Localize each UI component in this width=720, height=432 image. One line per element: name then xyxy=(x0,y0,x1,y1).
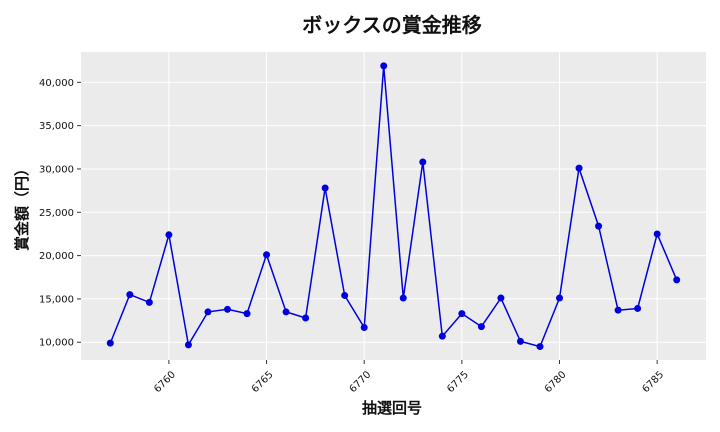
data-point xyxy=(575,164,583,172)
data-point xyxy=(360,324,368,332)
chart-title: ボックスの賞金推移 xyxy=(302,13,481,37)
data-point xyxy=(458,310,466,318)
data-point xyxy=(106,339,114,347)
y-tick-label: 15,000 xyxy=(39,294,74,305)
data-point xyxy=(165,231,173,239)
data-point xyxy=(263,251,271,259)
x-tick-label: 6785 xyxy=(641,369,667,395)
data-point xyxy=(341,291,349,299)
data-point xyxy=(321,184,329,192)
x-tick-label: 6780 xyxy=(543,369,569,395)
y-tick-label: 35,000 xyxy=(39,121,74,132)
data-point xyxy=(614,306,622,314)
data-point xyxy=(223,305,231,313)
data-point xyxy=(282,308,290,316)
y-tick-label: 40,000 xyxy=(39,78,74,89)
x-tick-label: 6775 xyxy=(445,369,471,395)
y-tick-label: 30,000 xyxy=(39,164,74,175)
data-point xyxy=(243,310,251,318)
y-axis-label: 賞金額（円） xyxy=(13,161,31,251)
data-point xyxy=(536,343,544,351)
x-tick-label: 6770 xyxy=(348,369,374,395)
y-tick-label: 20,000 xyxy=(39,251,74,262)
data-point xyxy=(634,304,642,312)
data-point xyxy=(204,308,212,316)
data-point xyxy=(516,337,524,345)
data-point xyxy=(302,314,310,322)
data-points xyxy=(106,62,681,351)
series-line xyxy=(109,65,678,348)
data-point xyxy=(497,294,505,302)
data-point xyxy=(653,230,661,238)
data-point xyxy=(419,158,427,166)
x-tick-label: 6760 xyxy=(152,369,178,395)
plot-area xyxy=(81,52,706,360)
data-point xyxy=(399,294,407,302)
y-tick-label: 10,000 xyxy=(39,338,74,349)
data-point xyxy=(184,341,192,349)
data-point xyxy=(477,323,485,331)
data-point xyxy=(438,332,446,340)
data-point xyxy=(556,294,564,302)
data-point xyxy=(145,298,153,306)
x-axis-label: 抽選回号 xyxy=(362,399,422,417)
data-point xyxy=(595,222,603,230)
y-tick-label: 25,000 xyxy=(39,208,74,219)
grid-lines xyxy=(81,52,706,360)
data-point xyxy=(126,291,134,299)
x-tick-label: 6765 xyxy=(250,369,276,395)
data-point xyxy=(380,62,388,70)
data-point xyxy=(673,276,681,284)
